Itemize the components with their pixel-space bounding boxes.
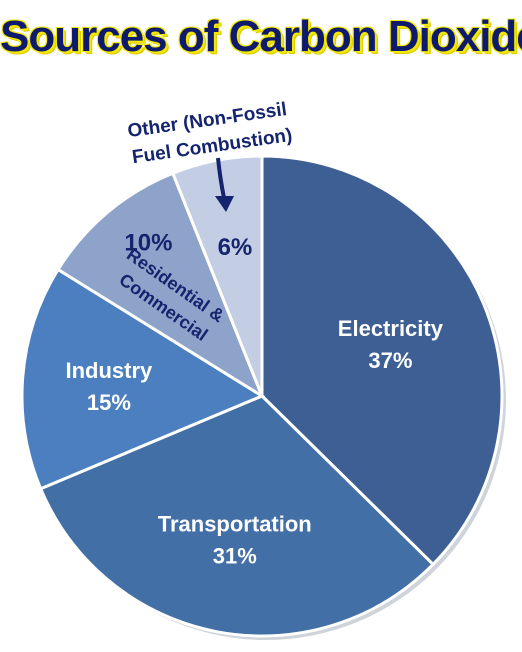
- pie-slice: [38, 394, 436, 638]
- annotation-arrow-head: [215, 196, 234, 212]
- chart-title: Sources of Carbon Dioxide: [0, 12, 522, 61]
- pie-slice: [20, 267, 266, 491]
- slice-label: Electricity: [338, 316, 444, 341]
- annotation-arrow-line: [216, 157, 226, 199]
- slice-value: 10%: [124, 230, 172, 257]
- slice-value: 31%: [213, 543, 257, 568]
- slice-value: 6%: [218, 234, 253, 261]
- slice-value: 37%: [368, 348, 412, 373]
- pie-slice: [56, 171, 266, 400]
- slice-value: 15%: [87, 390, 131, 415]
- slice-label: Transportation: [158, 511, 312, 536]
- slice-label: Industry: [65, 358, 153, 383]
- pie-slice: [260, 154, 504, 567]
